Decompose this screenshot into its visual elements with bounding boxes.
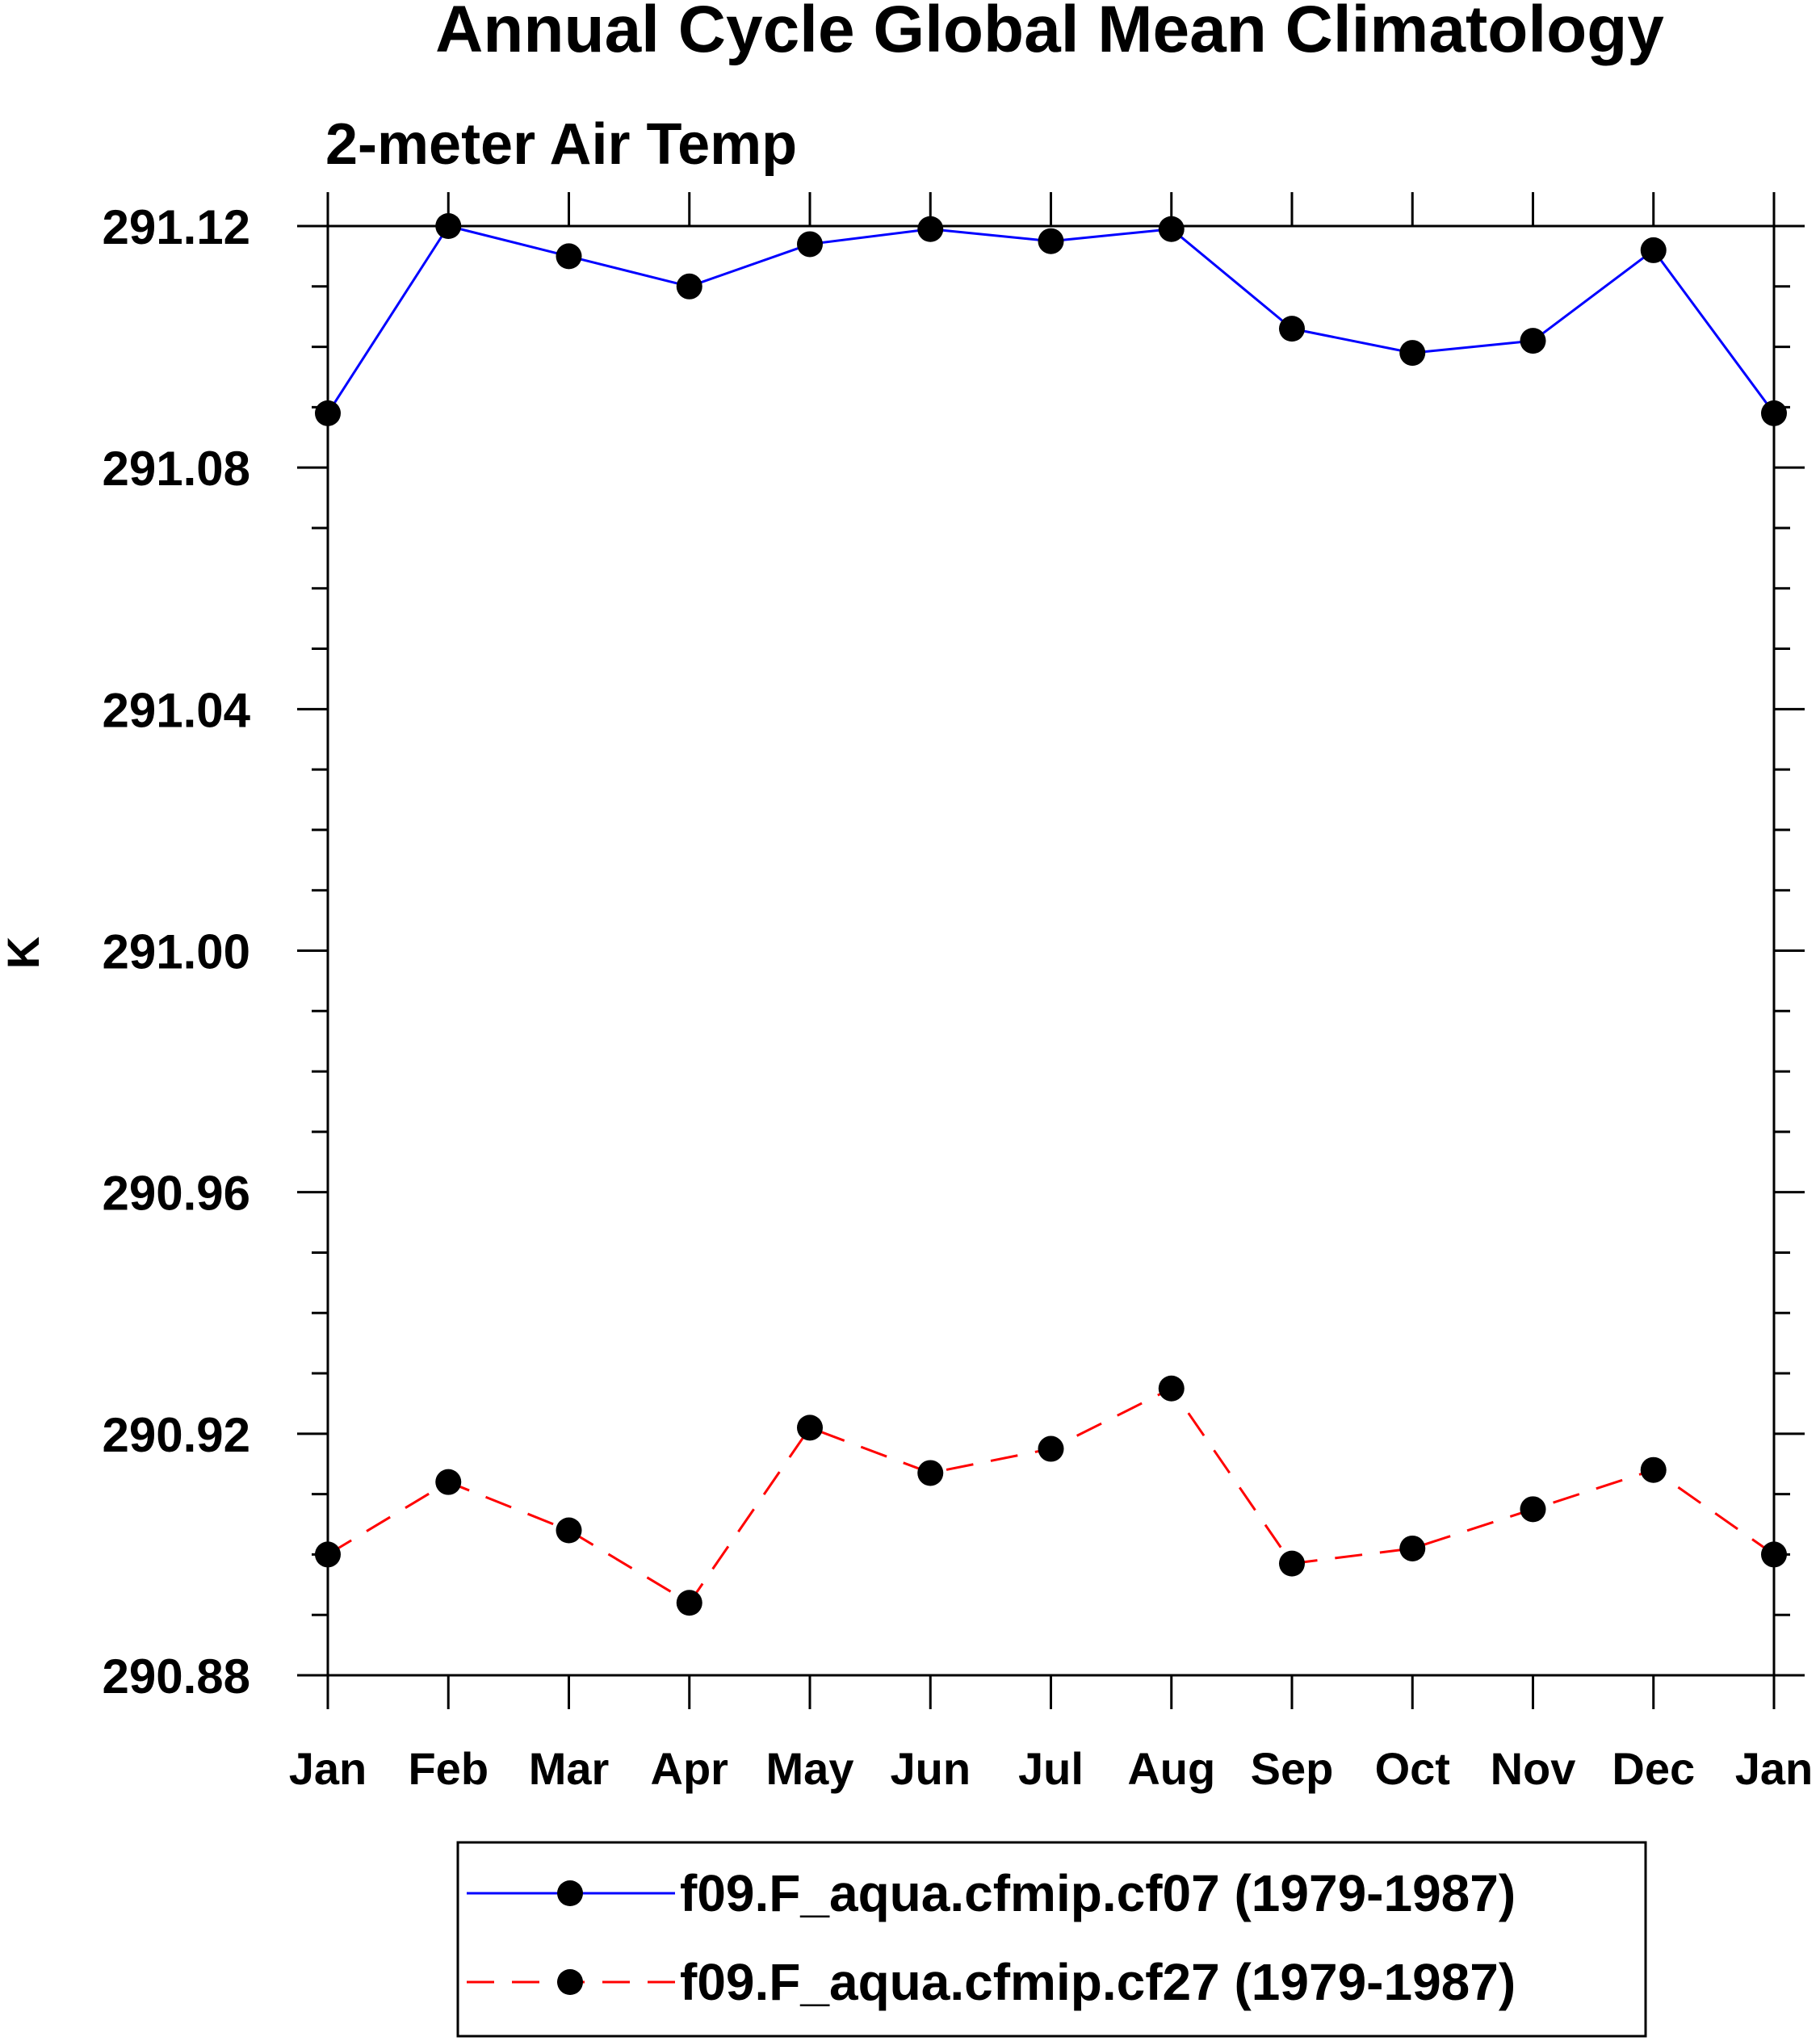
x-tick-label: Sep [1251, 1743, 1334, 1794]
data-point [1158, 216, 1185, 242]
legend: f09.F_aqua.cfmip.cf07 (1979-1987) f09.F_… [456, 1841, 1647, 2038]
chart-subtitle: 2-meter Air Temp [325, 112, 797, 177]
data-point [1279, 316, 1305, 342]
x-tick-label: Dec [1612, 1743, 1695, 1794]
data-point [1158, 1375, 1185, 1402]
data-point [676, 1590, 702, 1616]
y-tick-labels: 291.12 291.08 291.04 291.00 290.96 290.92 290.… [102, 200, 250, 1704]
x-tick-label: Feb [408, 1743, 489, 1794]
series-line [327, 1387, 1775, 1604]
y-tick-label: 290.88 [102, 1649, 250, 1704]
data-point [556, 1517, 582, 1544]
y-axis-label: K [0, 937, 48, 969]
x-tick-label: Nov [1491, 1743, 1576, 1794]
y-tick-label: 291.12 [102, 200, 250, 254]
data-point [797, 231, 823, 258]
data-point [1399, 1535, 1426, 1561]
data-point [1520, 1496, 1546, 1523]
data-point [435, 1469, 462, 1495]
legend-marker-cf27 [557, 1969, 583, 1995]
x-tick-label: Apr [651, 1743, 728, 1794]
data-point [1038, 1435, 1064, 1462]
y-tick-label: 290.92 [102, 1408, 250, 1462]
legend-box [456, 1841, 1647, 2038]
series-1 [315, 213, 1787, 426]
data-point [1640, 237, 1667, 263]
data-point [1520, 328, 1546, 354]
data-point [797, 1414, 823, 1441]
axis-ticks [297, 192, 1805, 1709]
data-point [1038, 228, 1064, 254]
x-tick-label: May [766, 1743, 854, 1794]
y-tick-label: 291.04 [102, 683, 250, 737]
data-point [1279, 1550, 1305, 1577]
x-tick-label: Mar [529, 1743, 610, 1794]
data-point [917, 1460, 944, 1486]
x-tick-label: Jul [1018, 1743, 1084, 1794]
x-tick-label: Oct [1375, 1743, 1450, 1794]
plot-frame [326, 224, 1776, 1677]
data-point [1399, 340, 1426, 367]
series-line [326, 224, 1776, 414]
series-layer [315, 213, 1787, 1616]
series-2 [315, 1375, 1787, 1616]
legend-label-cf27: f09.F_aqua.cfmip.cf27 (1979-1987) [680, 1953, 1516, 2011]
data-point [676, 273, 702, 300]
y-tick-label: 291.08 [102, 442, 250, 496]
y-tick-label: 291.00 [102, 925, 250, 979]
x-tick-label: Jan [1735, 1743, 1814, 1794]
legend-label-cf07: f09.F_aqua.cfmip.cf07 (1979-1987) [680, 1864, 1516, 1922]
x-tick-labels: Jan Feb Mar Apr May Jun Jul Aug Sep Oct Nov Dec Jan [289, 1743, 1814, 1794]
chart-title: Annual Cycle Global Mean Climatology [435, 0, 1664, 66]
y-tick-label: 290.96 [102, 1167, 250, 1221]
x-tick-label: Jun [890, 1743, 971, 1794]
legend-marker-cf07 [557, 1880, 583, 1906]
x-tick-label: Aug [1127, 1743, 1215, 1794]
data-point [1640, 1456, 1667, 1483]
data-point [917, 216, 944, 242]
data-point [556, 243, 582, 270]
x-tick-label: Jan [289, 1743, 367, 1794]
